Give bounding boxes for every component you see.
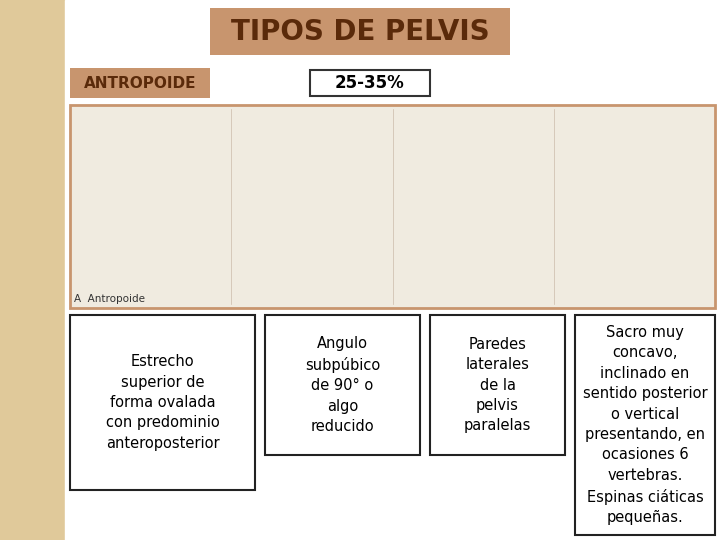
Bar <box>210 8 510 55</box>
Text: TIPOS DE PELVIS: TIPOS DE PELVIS <box>230 17 490 45</box>
Bar <box>265 315 420 455</box>
Bar <box>70 315 255 490</box>
Text: ANTROPOIDE: ANTROPOIDE <box>84 76 197 91</box>
Bar <box>575 315 715 535</box>
Text: Paredes
laterales
de la
pelvis
paralelas: Paredes laterales de la pelvis paralelas <box>464 337 531 433</box>
Text: Sacro muy
concavo,
inclinado en
sentido posterior
o vertical
presentando, en
oca: Sacro muy concavo, inclinado en sentido … <box>582 325 707 525</box>
Text: A  Antropoide: A Antropoide <box>74 294 145 304</box>
Bar <box>430 315 565 455</box>
Text: Estrecho
superior de
forma ovalada
con predominio
anteroposterior: Estrecho superior de forma ovalada con p… <box>106 354 220 451</box>
Text: Angulo
subpúbico
de 90° o
algo
reducido: Angulo subpúbico de 90° o algo reducido <box>305 336 380 434</box>
Bar <box>0 0 65 540</box>
Bar <box>70 68 210 98</box>
Text: 25-35%: 25-35% <box>335 74 405 92</box>
Bar <box>70 105 715 308</box>
Bar <box>310 70 430 96</box>
